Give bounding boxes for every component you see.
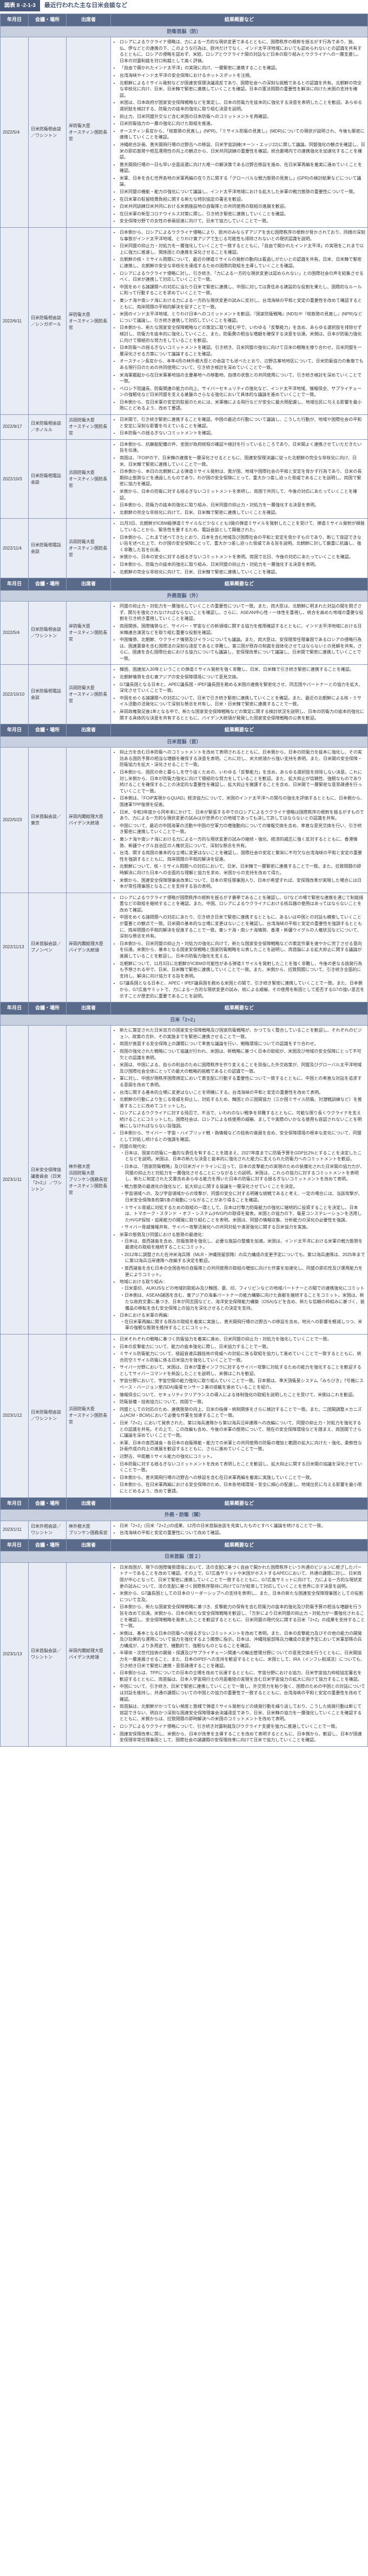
cell-content: 日米間で、引き続き緊密に連携することを確認。中国の最近の行動について議論し、こう… [111, 415, 368, 440]
cell-venue: 日米防衛相会談／ワシントン [29, 602, 67, 665]
col-header: 年月日 [1, 1539, 29, 1551]
cell-content: 新たに策定された日米双方の国家安全保障戦略及び国家防衛戦略が、かつてなく整合して… [111, 1026, 368, 1335]
cell-content: ロシアによるウクライナ侵略が国際秩序の根幹を揺るがす暴挙であることを確認し、G7… [111, 893, 368, 1002]
cell-content: 日本側から、ロシアによるウクライナ侵略により、欧州のみならずアジアを含む国際秩序… [111, 228, 368, 415]
col-header: 年月日 [1, 1002, 29, 1015]
cell-attend: 浜田防衛大臣 オースティン国防長官 [67, 415, 111, 440]
table-row: 2022/5/4日米防衛相会談／ワシントン岸防衛大臣 オースティン国防長官ロシア… [1, 37, 368, 228]
cell-content: 日本側から、抗静脈配備の件、金国が政府統程の確認や検討を行っているところであり、… [111, 439, 368, 519]
cell-date: 2023/1/11 [1, 1026, 29, 1335]
col-header: 出席者 [67, 14, 111, 27]
cell-content: 韓国、国連加入30年ということの弾道ミサイル発射を強く非難し、日米、日米韓で引き… [111, 665, 368, 724]
cell-attend: 岸田内閣総理大臣 バイデン大統領 [67, 1562, 111, 1746]
section-head: 防衛首脳（防） [1, 26, 368, 37]
col-header: 結果概要など [111, 14, 368, 27]
table-row: 2022/5/23日米首脳会談／東京岸田内閣総理大臣 バイデン大統領抑止力を含む… [1, 748, 368, 893]
col-header: 会議・場所 [29, 724, 67, 737]
col-header: 出席者 [67, 1539, 111, 1551]
col-header: 年月日 [1, 1497, 29, 1510]
cell-attend: 岸田内閣総理大臣 バイデン大統領 [67, 893, 111, 1002]
cell-date: 2022/5/23 [1, 748, 29, 893]
col-header: 結果概要など [111, 578, 368, 591]
cell-attend: 浜田防衛大臣 オースティン国防長官 [67, 519, 111, 578]
cell-venue: 日米安全保障協議委員会（日米「2+2」）／ワシントン [29, 1026, 67, 1335]
col-header: 会議・場所 [29, 1497, 67, 1510]
cell-date: 2023/1/11 [1, 1521, 29, 1539]
cell-content: ロシアによるウクライナ侵略は、力による一方的な現状変更であるとともに、国際秩序の… [111, 37, 368, 228]
table-row: 2023/1/11日米外相会談／ワシントン林外務大臣 ブリンケン国務長官日米「2… [1, 1521, 368, 1539]
cell-date: 2022/10/10 [1, 665, 29, 724]
col-header: 会議・場所 [29, 14, 67, 27]
col-header: 出席者 [67, 578, 111, 591]
cell-date: 2022/5/4 [1, 37, 29, 228]
table-row: 2023/1/11日米安全保障協議委員会（日米「2+2」）／ワシントン林外務大臣… [1, 1026, 368, 1335]
col-header: 出席者 [67, 1002, 111, 1015]
cell-attend: 浜田防衛大臣 オースティン国防長官 [67, 439, 111, 519]
cell-content: 日米両国が、現下の国際情勢環境において、法の支配に基づく自由で開かれた国際秩序と… [111, 1562, 368, 1746]
cell-venue: 日米首脳会談／東京 [29, 748, 67, 893]
col-header: 出席者 [67, 1497, 111, 1510]
col-header: 会議・場所 [29, 1002, 67, 1015]
cell-venue: 日米防衛相電話会談 [29, 519, 67, 578]
table-row: 2022/11/4日米防衛相電話会談浜田防衛大臣 オースティン国防長官11月3日… [1, 519, 368, 578]
section-head: 日米「2+2」 [1, 1014, 368, 1026]
cell-date: 2022/11/13 [1, 893, 29, 1002]
cell-content: 日米それぞれの戦略に基づく防衛協力を着実に進め、日米同盟の抑止力・対処力を強化し… [111, 1334, 368, 1497]
cell-content: 同盟の抑止力・対処力を一層強化していくことの重要性について一致。また、両大臣は、… [111, 602, 368, 665]
cell-attend: 岸田内閣総理大臣 バイデン大統領 [67, 748, 111, 893]
cell-venue: 日米防衛相会談／シンガポール [29, 228, 67, 415]
cell-venue: 日米防衛相会談／ワシントン [29, 37, 67, 228]
col-header: 会議・場所 [29, 1539, 67, 1551]
cell-attend: 林外務大臣 浜田防衛大臣 ブリンケン国務長官 オースティン国防長官 [67, 1026, 111, 1335]
cell-date: 2022/6/11 [1, 228, 29, 415]
cell-attend: 浜田防衛大臣 オースティン国防長官 [67, 665, 111, 724]
col-header: 年月日 [1, 578, 29, 591]
cell-content: 11月3日、北朝鮮がICBM級弾道ミサイルなど少なくとも3発の弾道ミサイルを発射… [111, 519, 368, 578]
section-head: 日米首脳（首２） [1, 1551, 368, 1563]
cell-date: 2022/5/4 [1, 602, 29, 665]
table-row: 2022/9/17日米防衛相会談／ホノルル浜田防衛大臣 オースティン国防長官日米… [1, 415, 368, 440]
cell-venue: 日米首脳会談／プノンペン [29, 893, 67, 1002]
col-header: 年月日 [1, 724, 29, 737]
cell-venue: 日米外相会談／ワシントン [29, 1521, 67, 1539]
cell-attend: 岸防衛大臣 オースティン国防長官 [67, 602, 111, 665]
table-row: 2022/10/10日米防衛相電話会談浜田防衛大臣 オースティン国防長官韓国、国… [1, 665, 368, 724]
cell-date: 2022/9/17 [1, 415, 29, 440]
col-header: 結果概要など [111, 1497, 368, 1510]
section-head: 日米首脳（首） [1, 736, 368, 748]
table-row: 2023/1/12日米防衛相会談／ワシントン浜田防衛大臣 オースティン国防長官日… [1, 1334, 368, 1497]
table-row: 2022/5/4日米防衛相会談／ワシントン岸防衛大臣 オースティン国防長官同盟の… [1, 602, 368, 665]
cell-venue: 日米防衛相電話会談 [29, 439, 67, 519]
section-head: 外務・防衛（閣） [1, 1510, 368, 1521]
cell-venue: 日米防衛相電話会談 [29, 665, 67, 724]
col-header: 結果概要など [111, 1539, 368, 1551]
cell-attend: 岸防衛大臣 オースティン国防長官 [67, 228, 111, 415]
cell-venue: 日米防衛相会談／ホノルル [29, 415, 67, 440]
col-header: 会議・場所 [29, 578, 67, 591]
cell-venue: 日米防衛相会談／ワシントン [29, 1334, 67, 1497]
cell-attend: 林外務大臣 ブリンケン国務長官 [67, 1521, 111, 1539]
cell-attend: 浜田防衛大臣 オースティン国防長官 [67, 1334, 111, 1497]
figure-label: 図表 II -2-1-3 [0, 0, 40, 11]
cell-venue: 日米首脳会談／ワシントン [29, 1562, 67, 1746]
meetings-table: 年月日会議・場所出席者結果概要など防衛首脳（防）2022/5/4日米防衛相会談／… [0, 14, 368, 1747]
cell-date: 2022/11/4 [1, 519, 29, 578]
figure-title: 最近行われた主な日米会談など [44, 1, 127, 10]
section-head: 外務首脳（外） [1, 590, 368, 602]
table-row: 2022/10/3日米防衛相電話会談浜田防衛大臣 オースティン国防長官日本側から… [1, 439, 368, 519]
col-header: 結果概要など [111, 1002, 368, 1015]
cell-date: 2023/1/12 [1, 1334, 29, 1497]
cell-date: 2023/1/13 [1, 1562, 29, 1746]
cell-content: 日米「2+2」(日米「2+2」)の成果、12月の日米首脳会談を充実したものとすべ… [111, 1521, 368, 1539]
cell-attend: 岸防衛大臣 オースティン国防長官 [67, 37, 111, 228]
cell-content: 抑止力を含む日本防衛へのコミットメントを改めて表明されるとともに、日本側から、日… [111, 748, 368, 893]
cell-date: 2022/10/3 [1, 439, 29, 519]
table-row: 2022/6/11日米防衛相会談／シンガポール岸防衛大臣 オースティン国防長官日… [1, 228, 368, 415]
table-row: 2023/1/13日米首脳会談／ワシントン岸田内閣総理大臣 バイデン大統領日米両… [1, 1562, 368, 1746]
col-header: 年月日 [1, 14, 29, 27]
col-header: 出席者 [67, 724, 111, 737]
table-row: 2022/11/13日米首脳会談／プノンペン岸田内閣総理大臣 バイデン大統領ロシ… [1, 893, 368, 1002]
col-header: 結果概要など [111, 724, 368, 737]
